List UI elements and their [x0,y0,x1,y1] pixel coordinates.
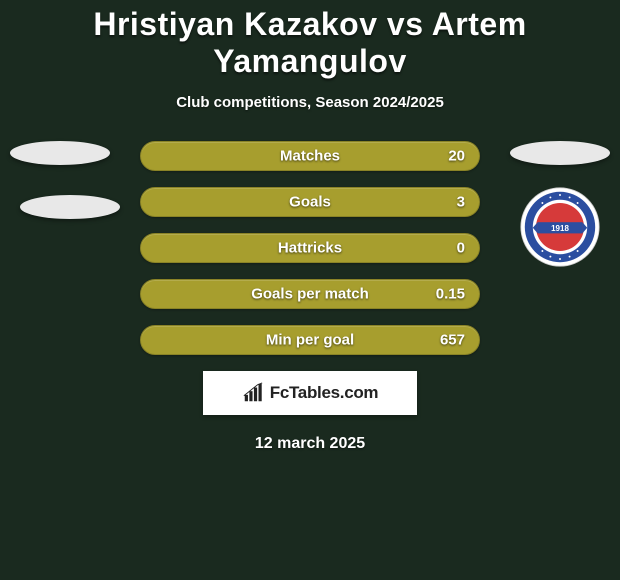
bar-label: Goals [289,194,331,211]
stat-bars: Matches 20 Goals 3 Hattricks 0 Goals per… [140,141,480,355]
bar-label: Min per goal [266,332,354,349]
bar-matches: Matches 20 [140,141,480,171]
bar-label: Matches [280,148,340,165]
bar-label: Goals per match [251,286,369,303]
subtitle: Club competitions, Season 2024/2025 [0,94,620,111]
bar-hattricks: Hattricks 0 [140,233,480,263]
chart-bars-icon [242,382,264,404]
bar-value: 3 [457,194,465,211]
player-left-photo-placeholder-2 [20,195,120,219]
svg-text:1918: 1918 [551,224,569,233]
club-logo: 1918 [520,187,600,267]
page-title: Hristiyan Kazakov vs Artem Yamangulov [0,0,620,80]
bar-value: 0.15 [436,286,465,303]
brand-box[interactable]: FcTables.com [203,371,417,415]
bar-goals-per-match: Goals per match 0.15 [140,279,480,309]
bar-min-per-goal: Min per goal 657 [140,325,480,355]
date-text: 12 march 2025 [0,435,620,453]
player-left-photo-placeholder-1 [10,141,110,165]
player-right-photo-placeholder [510,141,610,165]
bar-goals: Goals 3 [140,187,480,217]
stats-area: 1918 Matches 20 Goals 3 [0,141,620,453]
bar-value: 20 [448,148,465,165]
bar-value: 0 [457,240,465,257]
bar-value: 657 [440,332,465,349]
brand-text: FcTables.com [270,383,379,403]
bar-label: Hattricks [278,240,342,257]
